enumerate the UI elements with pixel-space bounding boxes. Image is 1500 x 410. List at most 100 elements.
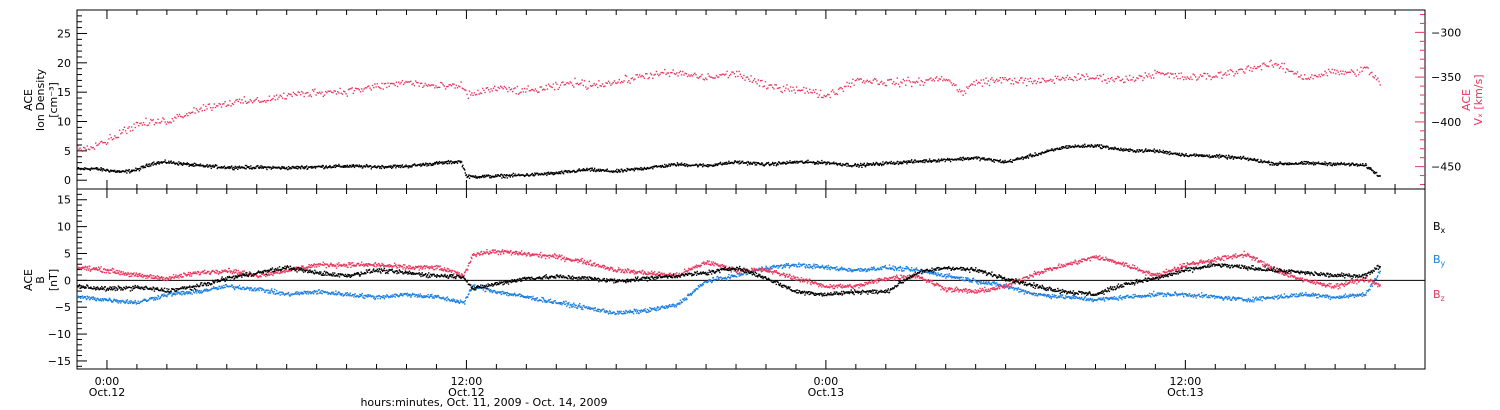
by-point [818,265,820,268]
density-point [1004,159,1006,162]
density-point [758,163,761,165]
vx-point [1144,72,1146,74]
by-point [634,309,636,311]
density-point [1373,171,1375,173]
density-point [1064,147,1066,149]
by-point [739,273,741,275]
density-point [1302,162,1305,165]
density-point [1041,152,1043,154]
vx-point [1081,74,1083,76]
by-point [838,269,840,271]
by-point [606,310,608,312]
vx-point [1180,72,1182,74]
by-point [797,266,799,268]
by-point [597,310,599,312]
by-point [77,295,79,297]
vx-point [900,81,902,83]
density-point [1244,157,1247,159]
by-point [144,299,146,302]
density-point [936,161,939,163]
vx-point [413,84,416,87]
by-point [422,296,424,298]
density-point [289,167,292,169]
vx-point [1342,70,1344,72]
by-point [359,295,362,297]
by-point [491,290,493,292]
density-point [475,177,477,179]
vx-point [156,122,158,124]
by-point [358,296,360,298]
vx-point [1248,69,1251,72]
by-point [761,267,764,269]
density-point [727,162,729,164]
density-point [771,163,773,165]
by-point [661,305,664,307]
density-point [436,162,438,164]
vx-point [1008,78,1010,80]
by-point [93,297,95,299]
by-point [858,269,861,272]
vx-point [946,79,949,82]
density-point [442,161,444,163]
vx-point [1133,80,1136,82]
by-point [87,297,90,299]
vx-point [175,117,177,119]
density-point [999,159,1001,161]
density-point [437,161,440,164]
by-point [647,311,649,313]
density-point [1235,156,1237,159]
by-point [918,270,920,272]
by-point [896,269,898,271]
vx-point [1330,72,1332,74]
density-point [821,159,823,162]
vx-point [685,73,688,75]
by-point [868,269,870,272]
vx-point [1130,79,1132,81]
by-point [474,284,476,286]
vx-point [1257,66,1259,68]
by-point [619,312,621,314]
vx-point [673,73,676,75]
density-point [845,162,848,165]
by-point [367,294,369,296]
by-point [133,301,136,303]
vx-point [286,95,289,97]
by-point [732,274,734,277]
vx-point [859,78,861,80]
by-point [429,294,432,296]
density-point [1297,163,1299,165]
vx-point [891,82,894,85]
density-point [794,160,796,163]
vx-point [1229,69,1232,71]
by-point [711,281,713,283]
by-point [189,293,191,295]
density-point [77,167,79,169]
vx-point [257,100,260,102]
density-point [712,165,714,167]
density-point [152,164,154,166]
density-point [1356,163,1358,165]
vx-point [1073,76,1076,78]
vx-point [79,147,81,149]
vx-point [944,79,946,82]
density-point [935,161,937,163]
by-point [123,301,126,303]
density-point [736,161,738,164]
density-point [728,160,730,162]
by-point [132,301,135,303]
by-point [618,313,620,315]
vx-point [245,102,248,104]
vx-point [1100,75,1102,78]
density-point [642,169,644,171]
vx-point [285,98,287,100]
density-point [1322,162,1324,165]
vx-point [90,146,92,148]
by-point [237,286,239,288]
by-point [667,305,669,307]
density-point [919,161,921,163]
vx-point [1105,79,1107,81]
density-point [761,162,763,164]
by-point [712,276,715,279]
by-point [268,292,271,294]
by-point [565,300,567,302]
